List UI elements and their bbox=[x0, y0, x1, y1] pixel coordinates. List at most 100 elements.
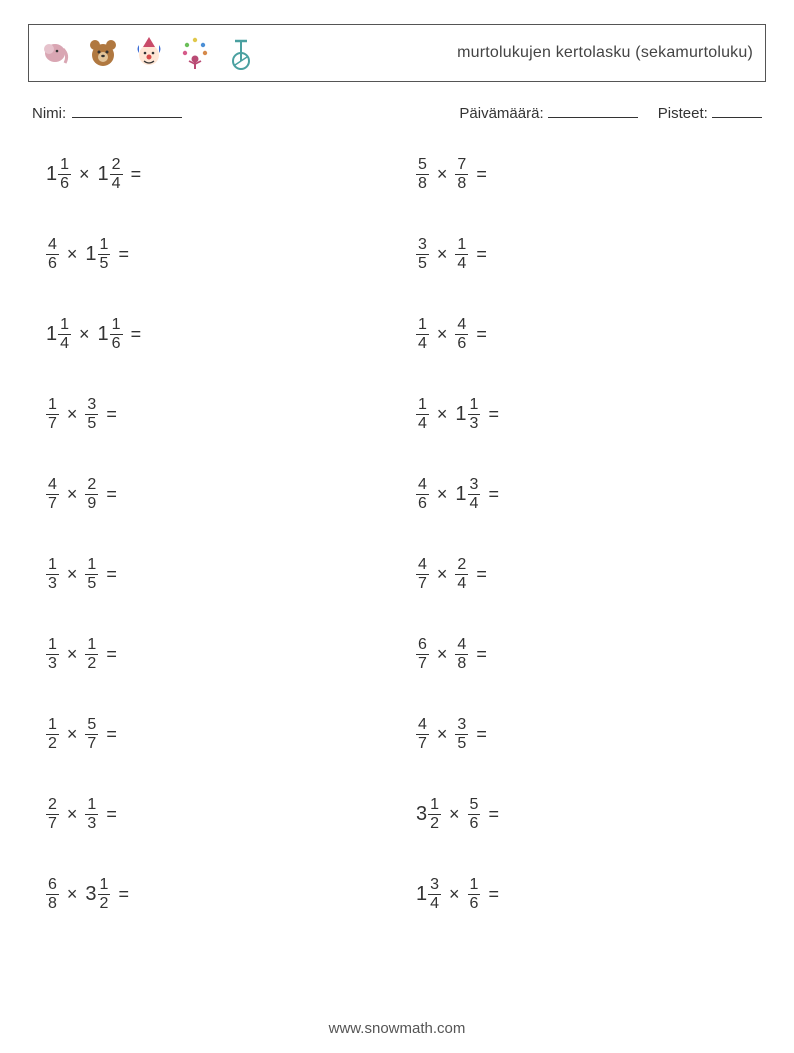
problem: 46×115= bbox=[46, 232, 416, 276]
equals-sign: = bbox=[476, 724, 487, 745]
problem: 68×312= bbox=[46, 872, 416, 916]
denominator: 4 bbox=[468, 495, 481, 512]
fraction: 12 bbox=[46, 717, 59, 752]
header-icons bbox=[41, 35, 257, 71]
denominator: 4 bbox=[455, 255, 468, 272]
numerator: 1 bbox=[46, 557, 59, 574]
score-blank[interactable] bbox=[712, 104, 762, 118]
equals-sign: = bbox=[488, 884, 499, 905]
whole-part: 3 bbox=[416, 804, 427, 824]
denominator: 7 bbox=[416, 575, 429, 592]
denominator: 7 bbox=[416, 655, 429, 672]
equals-sign: = bbox=[476, 644, 487, 665]
numerator: 2 bbox=[110, 157, 123, 174]
denominator: 6 bbox=[468, 815, 481, 832]
fraction: 46 bbox=[416, 477, 429, 512]
times-sign: × bbox=[437, 724, 448, 745]
elephant-icon bbox=[41, 35, 73, 71]
fraction: 12 bbox=[428, 797, 441, 832]
equals-sign: = bbox=[118, 244, 129, 265]
equals-sign: = bbox=[488, 804, 499, 825]
denominator: 6 bbox=[110, 335, 123, 352]
denominator: 4 bbox=[455, 575, 468, 592]
denominator: 3 bbox=[85, 815, 98, 832]
times-sign: × bbox=[437, 324, 448, 345]
times-sign: × bbox=[437, 244, 448, 265]
denominator: 2 bbox=[98, 895, 111, 912]
denominator: 7 bbox=[85, 735, 98, 752]
denominator: 3 bbox=[46, 655, 59, 672]
numerator: 1 bbox=[85, 557, 98, 574]
numerator: 1 bbox=[468, 877, 481, 894]
whole-part: 3 bbox=[85, 884, 96, 904]
numerator: 7 bbox=[455, 157, 468, 174]
fraction: 12 bbox=[85, 637, 98, 672]
numerator: 4 bbox=[46, 237, 59, 254]
fraction: 58 bbox=[416, 157, 429, 192]
whole-part: 1 bbox=[98, 324, 109, 344]
fraction: 47 bbox=[416, 557, 429, 592]
times-sign: × bbox=[67, 724, 78, 745]
denominator: 5 bbox=[98, 255, 111, 272]
problems-grid: 116×124=58×78=46×115=35×14=114×116=14×46… bbox=[46, 152, 766, 916]
date-blank[interactable] bbox=[548, 104, 638, 118]
numerator: 1 bbox=[455, 237, 468, 254]
denominator: 8 bbox=[455, 655, 468, 672]
equals-sign: = bbox=[476, 164, 487, 185]
fraction: 35 bbox=[416, 237, 429, 272]
footer-url: www.snowmath.com bbox=[0, 1020, 794, 1037]
numerator: 4 bbox=[455, 317, 468, 334]
equals-sign: = bbox=[106, 404, 117, 425]
numerator: 1 bbox=[85, 637, 98, 654]
fraction: 46 bbox=[455, 317, 468, 352]
fraction: 35 bbox=[85, 397, 98, 432]
numerator: 1 bbox=[85, 797, 98, 814]
numerator: 6 bbox=[46, 877, 59, 894]
numerator: 4 bbox=[416, 477, 429, 494]
fraction: 17 bbox=[46, 397, 59, 432]
times-sign: × bbox=[67, 644, 78, 665]
worksheet-header: murtolukujen kertolasku (sekamurtoluku) bbox=[28, 24, 766, 82]
equals-sign: = bbox=[106, 644, 117, 665]
denominator: 8 bbox=[455, 175, 468, 192]
numerator: 1 bbox=[98, 877, 111, 894]
numerator: 4 bbox=[46, 477, 59, 494]
fraction: 13 bbox=[46, 637, 59, 672]
denominator: 9 bbox=[85, 495, 98, 512]
denominator: 6 bbox=[455, 335, 468, 352]
date-label: Päivämäärä: bbox=[459, 105, 543, 122]
fraction: 16 bbox=[468, 877, 481, 912]
fraction: 29 bbox=[85, 477, 98, 512]
equals-sign: = bbox=[488, 484, 499, 505]
denominator: 3 bbox=[468, 415, 481, 432]
denominator: 2 bbox=[85, 655, 98, 672]
equals-sign: = bbox=[118, 884, 129, 905]
numerator: 4 bbox=[416, 717, 429, 734]
numerator: 1 bbox=[428, 797, 441, 814]
fraction: 16 bbox=[58, 157, 71, 192]
denominator: 4 bbox=[416, 415, 429, 432]
times-sign: × bbox=[67, 804, 78, 825]
fraction: 78 bbox=[455, 157, 468, 192]
numerator: 1 bbox=[46, 397, 59, 414]
denominator: 2 bbox=[46, 735, 59, 752]
problem: 67×48= bbox=[416, 632, 786, 676]
problem: 17×35= bbox=[46, 392, 416, 436]
denominator: 6 bbox=[58, 175, 71, 192]
juggler-icon bbox=[179, 35, 211, 71]
name-blank[interactable] bbox=[72, 104, 182, 118]
whole-part: 1 bbox=[46, 164, 57, 184]
problem: 12×57= bbox=[46, 712, 416, 756]
denominator: 7 bbox=[46, 415, 59, 432]
fraction: 13 bbox=[468, 397, 481, 432]
numerator: 6 bbox=[416, 637, 429, 654]
denominator: 6 bbox=[46, 255, 59, 272]
numerator: 5 bbox=[85, 717, 98, 734]
numerator: 4 bbox=[455, 637, 468, 654]
fraction: 13 bbox=[85, 797, 98, 832]
denominator: 4 bbox=[428, 895, 441, 912]
denominator: 6 bbox=[468, 895, 481, 912]
problem: 58×78= bbox=[416, 152, 786, 196]
equals-sign: = bbox=[476, 324, 487, 345]
numerator: 3 bbox=[455, 717, 468, 734]
